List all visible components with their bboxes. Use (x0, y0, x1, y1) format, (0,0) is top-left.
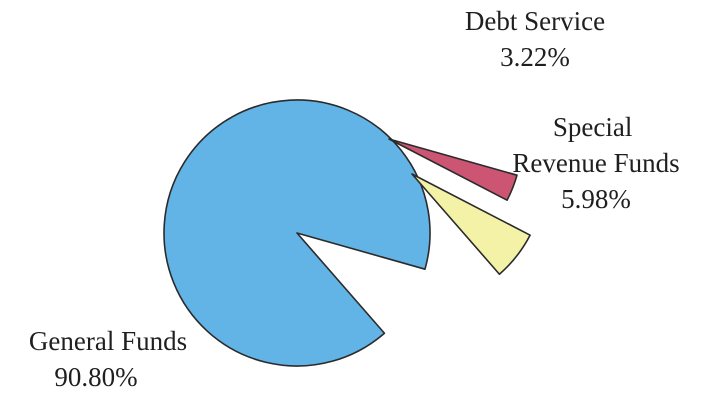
pie-slice-special-revenue-funds (411, 173, 531, 276)
pie-slice-general-funds (163, 99, 431, 367)
pie-slices (163, 99, 531, 367)
debt-service-value: 3.22% (500, 42, 570, 72)
special-revenue-funds-label: Special Revenue Funds (512, 112, 679, 178)
general-funds-value: 90.80% (54, 362, 137, 392)
pie-slice-debt-service (388, 138, 518, 201)
special-revenue-funds-value: 5.98% (561, 184, 631, 214)
general-funds-label: General Funds (29, 326, 187, 356)
special-revenue-funds-label-line-1: Special (553, 112, 632, 142)
slice-labels: Debt Service 3.22% Special Revenue Funds… (29, 6, 680, 392)
debt-service-label: Debt Service (465, 6, 605, 36)
special-revenue-funds-label-line-2: Revenue Funds (512, 148, 679, 178)
